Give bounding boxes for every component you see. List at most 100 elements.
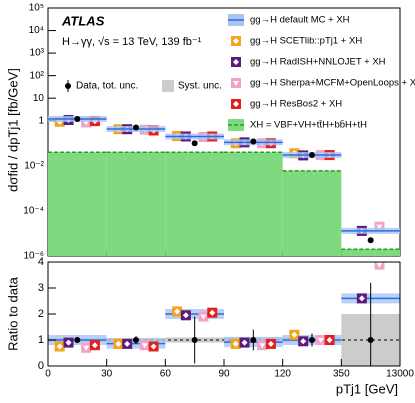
marker (324, 335, 335, 345)
marker-symbol (91, 342, 98, 349)
marker-symbol (358, 295, 365, 302)
marker-symbol (259, 343, 266, 349)
marker (265, 338, 276, 349)
y-axis-label: dσfid / dpTj1 [fb/GeV] (5, 68, 20, 192)
marker (356, 293, 367, 304)
marker (374, 221, 385, 232)
data-point (309, 152, 315, 159)
marker (81, 342, 92, 353)
xh-area (341, 249, 400, 256)
x-tick-label: 90 (218, 369, 230, 380)
marker (231, 57, 241, 67)
data-point (250, 138, 257, 145)
ratio-axis-label: Ratio to data (5, 276, 20, 350)
marker-symbol (182, 312, 189, 319)
marker-symbol (317, 338, 324, 343)
marker (239, 337, 250, 348)
y-tick-label: 1 (38, 334, 44, 346)
legend-label: XH = VBF+VH+tt̄H+bb̄H+tH (250, 120, 367, 131)
data-point (74, 115, 81, 122)
y-tick-label: 2 (38, 308, 44, 320)
marker-symbol (56, 343, 63, 350)
xh-area (48, 152, 107, 256)
x-axis-label: pTj1 [GeV] (336, 381, 398, 396)
y-tick-label: 0 (38, 360, 44, 372)
y-tick-label: 10³ (30, 48, 45, 59)
marker (230, 338, 241, 349)
y-tick-label: 10 (33, 93, 45, 104)
y-tick-label: 10⁴ (29, 25, 44, 36)
marker-symbol (291, 331, 298, 338)
marker-symbol (233, 81, 239, 86)
marker (89, 340, 100, 351)
legend-label: Data, tot. unc. (76, 81, 138, 92)
marker (139, 340, 150, 351)
marker-symbol (326, 337, 333, 343)
y-tick-label: 10⁻² (24, 160, 44, 171)
marker (289, 329, 300, 340)
marker (231, 99, 241, 109)
data-point (191, 337, 198, 343)
marker (148, 341, 159, 352)
data-point (133, 124, 139, 131)
x-tick-label: 0 (45, 369, 51, 380)
marker (374, 262, 385, 270)
marker-symbol (233, 101, 239, 107)
syst-swatch (162, 80, 174, 92)
data-point (74, 337, 81, 343)
legend-label: gg→H ResBos2 + XH (250, 99, 342, 110)
marker-symbol (376, 262, 383, 268)
y-tick-label: 10² (30, 70, 45, 81)
y-tick-label: 10⁵ (29, 3, 44, 14)
marker-symbol (141, 343, 148, 349)
marker (122, 338, 133, 349)
marker (231, 78, 241, 88)
marker-symbol (376, 224, 383, 230)
y-tick-label: 10⁻⁶ (23, 251, 44, 262)
marker-symbol (65, 339, 72, 346)
data-point (191, 140, 198, 147)
xh-area (224, 152, 283, 256)
marker (298, 336, 309, 347)
y-tick-label: 4 (38, 256, 44, 268)
marker (231, 36, 241, 46)
marker (315, 335, 326, 345)
y-tick-label: 1 (38, 115, 44, 126)
ratio-plot (48, 262, 400, 366)
subtitle: H→γγ, √s = 13 TeV, 139 fb⁻¹ (62, 36, 202, 48)
marker (207, 307, 218, 318)
x-tick-label: 60 (160, 369, 172, 380)
marker-symbol (241, 339, 248, 346)
experiment-label: ATLAS (61, 13, 105, 28)
x-tick-label: 30 (101, 369, 113, 380)
marker-symbol (150, 343, 157, 350)
marker-symbol (233, 59, 239, 65)
marker-symbol (83, 345, 90, 351)
data-point (250, 337, 257, 343)
marker-symbol (267, 340, 274, 347)
marker-symbol (233, 38, 239, 44)
data-point (367, 237, 374, 244)
marker-symbol (200, 314, 207, 320)
marker-symbol (174, 308, 181, 315)
marker (257, 340, 268, 351)
x-tick-label: 13000 (386, 369, 414, 380)
marker-symbol (232, 340, 239, 347)
data-point (133, 337, 139, 343)
legend-label: gg→H Sherpa+MCFM+OpenLoops + XH (250, 78, 415, 89)
data-point (309, 337, 315, 343)
xh-area (282, 170, 342, 256)
xh-area (106, 152, 166, 256)
syst-legend: Syst. unc. (178, 81, 222, 92)
data-point (367, 337, 374, 343)
marker-symbol (115, 340, 122, 347)
y-tick-label: 3 (38, 282, 44, 294)
marker (180, 310, 191, 321)
x-tick-label: 120 (274, 369, 291, 380)
xh-area (165, 152, 224, 256)
y-tick-label: 10⁻⁴ (23, 206, 44, 217)
legend-label: gg→H default MC + XH (250, 15, 350, 26)
marker-symbol (209, 309, 216, 316)
marker (198, 311, 209, 322)
